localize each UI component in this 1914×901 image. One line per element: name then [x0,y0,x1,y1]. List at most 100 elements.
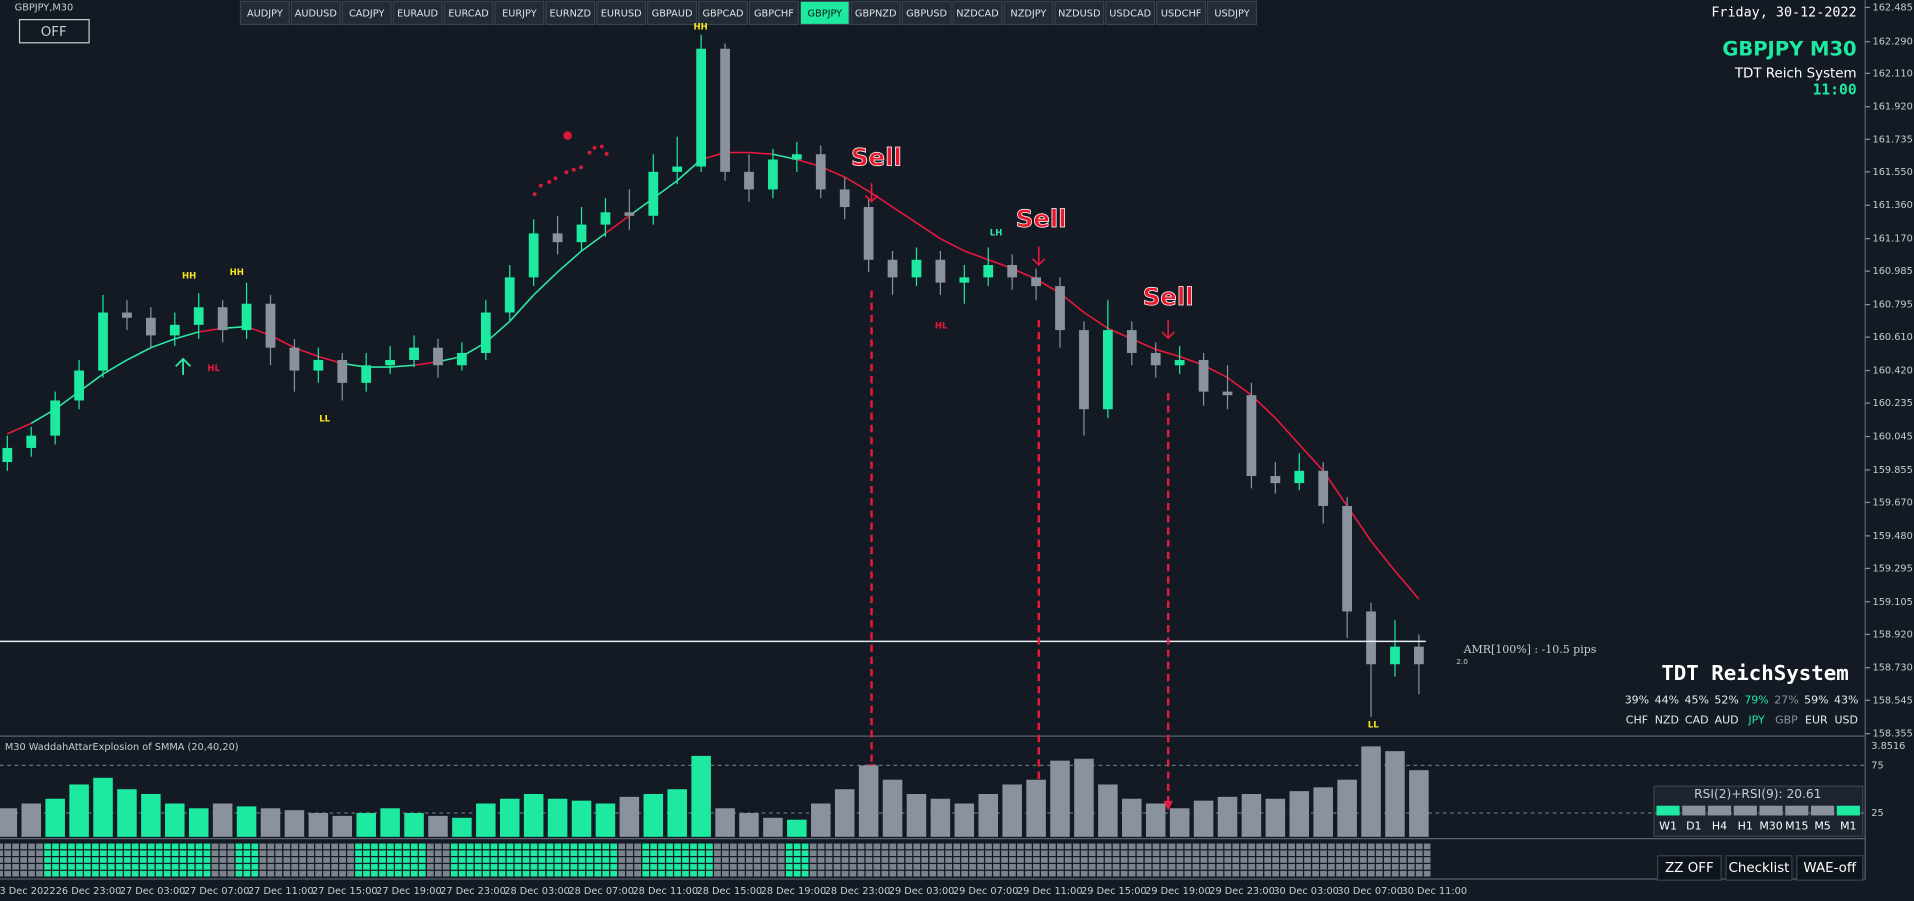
symbol-tab[interactable] [1003,0,1054,26]
signal-cell [546,850,554,857]
sell-label: Sell [1016,204,1067,233]
candle-body [1198,359,1209,392]
timeframe-label[interactable]: M5 [1814,819,1830,832]
symbol-tab-label[interactable]: GBPNZD [855,9,897,20]
symbol-tab[interactable] [850,0,901,26]
symbol-tab[interactable] [799,0,850,26]
wae-bar [188,808,209,837]
panel-button[interactable] [1725,855,1793,881]
symbol-tab[interactable] [952,0,1003,26]
signal-cell [1009,843,1016,850]
symbol-tab-label[interactable]: USDCHF [1161,9,1202,20]
timeframe-label[interactable]: W1 [1659,819,1677,832]
signal-dot [563,131,572,140]
symbol-tab[interactable] [290,0,341,26]
signal-cell [1312,870,1319,877]
symbol-tab[interactable] [341,0,392,26]
candle-body [1366,611,1376,665]
timeframe-label[interactable]: M30 [1759,819,1782,832]
panel-button[interactable] [1657,855,1722,881]
symbol-tab-label[interactable]: EURCAD [448,9,489,20]
signal-cell [825,864,833,870]
symbol-tab-label[interactable]: GBPUSD [906,9,947,20]
symbol-tab-label[interactable]: AUDUSD [295,9,337,20]
symbol-tab-label[interactable]: CADJPY [349,9,385,20]
timeframe-bar[interactable] [1733,805,1757,816]
y-tick-label: 158.920 [1872,629,1912,640]
off-text[interactable]: OFF [41,25,67,40]
symbol-tab[interactable] [1054,0,1105,26]
symbol-tab-label[interactable]: GBPAUD [652,9,693,20]
signal-cell [1224,870,1232,877]
symbol-tab[interactable] [748,0,799,26]
symbol-tab[interactable] [239,0,290,26]
currency-label: AUD [1715,713,1739,726]
signal-cell [1144,864,1152,870]
signal-cell [0,843,4,850]
symbol-tab-label[interactable]: AUDJPY [247,9,283,20]
symbol-tab-label[interactable]: EURNZD [550,9,592,20]
signal-cell [171,843,179,850]
timeframe-bar[interactable] [1682,805,1706,816]
panel-button-label[interactable]: Checklist [1729,861,1790,876]
symbol-tab[interactable] [392,0,443,26]
symbol-tab[interactable] [443,0,494,26]
wae-tick-label: 25 [1871,808,1883,819]
symbol-tab[interactable] [545,0,596,26]
symbol-tab-label[interactable]: USDCAD [1109,9,1151,20]
panel-button[interactable] [1796,855,1864,881]
timeframe-label[interactable]: M15 [1785,819,1808,832]
panel-button-label[interactable]: WAE-off [1803,861,1856,876]
symbol-tab-label[interactable]: EURAUD [397,9,438,20]
candle-body [385,359,396,366]
symbol-tab[interactable] [494,0,545,26]
signal-cell [1176,857,1184,863]
symbol-tab[interactable] [647,0,698,26]
candle-body [361,365,372,383]
timeframe-bar[interactable] [1759,805,1783,816]
signal-cell [1272,843,1280,850]
symbol-tab[interactable] [1206,0,1258,26]
symbol-tab-label[interactable]: EURJPY [502,9,537,20]
signal-cell [0,850,4,857]
off-button[interactable] [18,18,90,44]
signal-cell [434,843,442,850]
panel-button-label[interactable]: ZZ OFF [1665,861,1714,876]
symbol-tab-label[interactable]: NZDCAD [956,9,998,20]
timeframe-label[interactable]: H4 [1712,819,1727,832]
signal-cell [1224,843,1232,850]
signal-cell [777,864,785,870]
timeframe-bar[interactable] [1810,805,1835,816]
signal-cell [227,843,235,850]
symbol-tab[interactable] [1105,0,1156,26]
symbol-tab[interactable] [697,0,749,26]
timeframe-label[interactable]: H1 [1738,819,1753,832]
timeframe-bar[interactable] [1656,805,1680,816]
timeframe-bar[interactable] [1707,805,1732,816]
symbol-tab[interactable] [596,0,647,26]
symbol-tab-label[interactable]: NZDUSD [1058,9,1100,20]
timeframe-bar[interactable] [1836,805,1860,816]
signal-cell [76,870,83,877]
signal-cell [1367,870,1375,877]
x-tick-label: 29 Dec 19:00 [1145,886,1211,897]
symbol-tab-label[interactable]: EURUSD [601,9,642,20]
symbol-tab-label[interactable]: GBPJPY [807,9,842,20]
timeframe-label[interactable]: D1 [1686,819,1701,832]
signal-cell [466,843,474,850]
signal-cell [243,850,251,857]
signal-cell [1391,870,1399,877]
signal-cell [1064,850,1072,857]
symbol-tab-label[interactable]: GBPCAD [702,9,743,20]
signal-cell [1256,864,1264,870]
symbol-tab[interactable] [901,0,952,26]
symbol-tab[interactable] [1156,0,1207,26]
symbol-tab-label[interactable]: USDJPY [1214,9,1249,20]
signal-cell [1144,850,1152,857]
symbol-tab-label[interactable]: GBPCHF [754,9,794,20]
timeframe-label[interactable]: M1 [1840,819,1856,832]
timeframe-bar[interactable] [1785,805,1809,816]
symbol-tab-label[interactable]: NZDJPY [1010,9,1046,20]
signal-cell [115,843,123,850]
signal-cell [881,870,889,877]
